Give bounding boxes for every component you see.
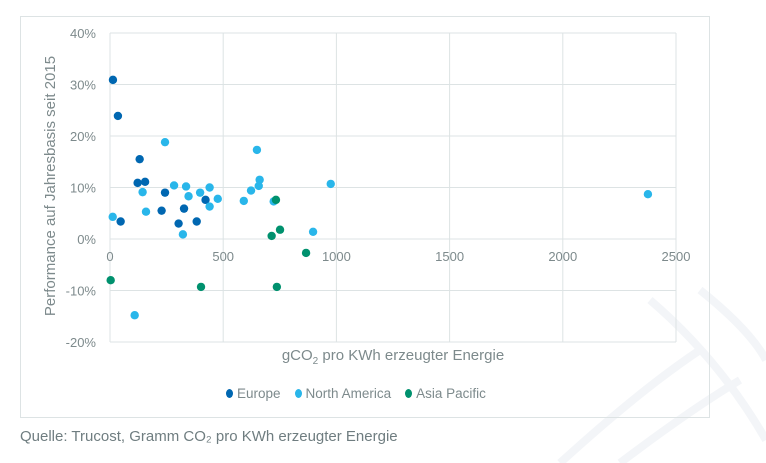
legend-item-europe[interactable]: Europe bbox=[226, 386, 281, 401]
legend-item-north-america[interactable]: North America bbox=[294, 386, 392, 401]
legend-label-europe: Europe bbox=[237, 386, 281, 401]
data-point-north-america bbox=[184, 192, 193, 201]
grid-lines bbox=[109, 32, 677, 343]
data-point-europe bbox=[140, 177, 150, 187]
data-point-europe bbox=[201, 195, 210, 205]
legend-marker-europe bbox=[226, 389, 233, 398]
x-axis-title-pre: gCO bbox=[282, 347, 313, 364]
data-point-europe bbox=[116, 217, 125, 226]
y-tick-label: 30% bbox=[70, 78, 96, 93]
data-point-north-america bbox=[255, 175, 264, 184]
x-tick-label: 2000 bbox=[548, 249, 577, 264]
x-axis-title: gCO2 pro KWh erzeugter Energie bbox=[282, 347, 504, 367]
data-point-asia-pacific bbox=[272, 282, 282, 292]
data-point-north-america bbox=[239, 196, 249, 206]
x-tick-label: 1000 bbox=[322, 249, 351, 264]
data-point-north-america bbox=[160, 137, 170, 147]
data-point-north-america bbox=[252, 145, 262, 155]
data-point-north-america bbox=[141, 207, 151, 216]
data-point-north-america bbox=[169, 181, 179, 190]
data-point-europe bbox=[179, 204, 189, 213]
source-note: Quelle: Trucost, Gramm CO₂ pro KWh erzeu… bbox=[20, 428, 398, 445]
data-point-europe bbox=[108, 75, 118, 85]
y-tick-label: -20% bbox=[66, 335, 97, 350]
data-point-north-america bbox=[213, 194, 222, 204]
data-point-north-america bbox=[205, 202, 214, 211]
data-point-europe bbox=[157, 206, 166, 215]
legend: Europe North America Asia Pacific bbox=[226, 386, 486, 401]
data-point-north-america bbox=[130, 311, 139, 320]
y-tick-labels: -20% -10% 0% 10% 20% 30% 40% bbox=[66, 26, 97, 350]
data-point-europe bbox=[174, 219, 183, 228]
data-point-north-america bbox=[326, 179, 335, 189]
y-tick-label: 0% bbox=[77, 232, 96, 247]
y-tick-label: 10% bbox=[70, 181, 96, 196]
x-tick-label: 1500 bbox=[435, 249, 464, 264]
x-tick-label: 0 bbox=[106, 249, 113, 264]
x-tick-label: 500 bbox=[212, 249, 234, 264]
data-point-north-america bbox=[138, 187, 147, 197]
data-point-europe bbox=[192, 217, 201, 226]
data-point-asia-pacific bbox=[271, 195, 281, 205]
x-tick-label: 2500 bbox=[662, 249, 691, 264]
data-points bbox=[106, 75, 653, 320]
data-point-asia-pacific bbox=[267, 231, 276, 241]
legend-marker-asia-pacific bbox=[405, 389, 413, 398]
data-point-north-america bbox=[308, 227, 318, 236]
legend-marker-north-america bbox=[294, 389, 302, 398]
data-point-north-america bbox=[195, 188, 205, 197]
legend-label-north-america: North America bbox=[305, 386, 392, 401]
data-point-asia-pacific bbox=[196, 282, 206, 292]
legend-label-asia-pacific: Asia Pacific bbox=[416, 386, 486, 401]
data-point-europe bbox=[135, 154, 144, 164]
data-point-asia-pacific bbox=[275, 225, 285, 234]
data-point-europe bbox=[160, 188, 170, 197]
data-point-north-america bbox=[181, 182, 191, 191]
data-point-asia-pacific bbox=[106, 276, 115, 285]
y-axis-title: Performance auf Jahresbasis seit 2015 bbox=[42, 56, 59, 316]
data-point-europe bbox=[133, 178, 142, 188]
data-point-north-america bbox=[254, 181, 263, 191]
data-point-north-america bbox=[205, 183, 214, 192]
x-tick-labels: 0 500 1000 1500 2000 2500 bbox=[106, 249, 690, 264]
data-point-europe bbox=[113, 111, 123, 121]
y-tick-label: 20% bbox=[70, 129, 96, 144]
chart-frame bbox=[20, 16, 710, 418]
data-point-north-america bbox=[246, 186, 256, 195]
data-point-asia-pacific bbox=[301, 248, 311, 258]
y-tick-label: -10% bbox=[66, 284, 97, 299]
data-point-north-america bbox=[643, 189, 653, 199]
data-point-north-america bbox=[108, 212, 117, 222]
data-point-north-america bbox=[178, 230, 188, 239]
y-tick-label: 40% bbox=[70, 26, 96, 41]
legend-item-asia-pacific[interactable]: Asia Pacific bbox=[405, 386, 486, 401]
x-axis-title-sub: 2 bbox=[313, 356, 319, 367]
x-axis-title-post: pro KWh erzeugter Energie bbox=[318, 347, 504, 364]
